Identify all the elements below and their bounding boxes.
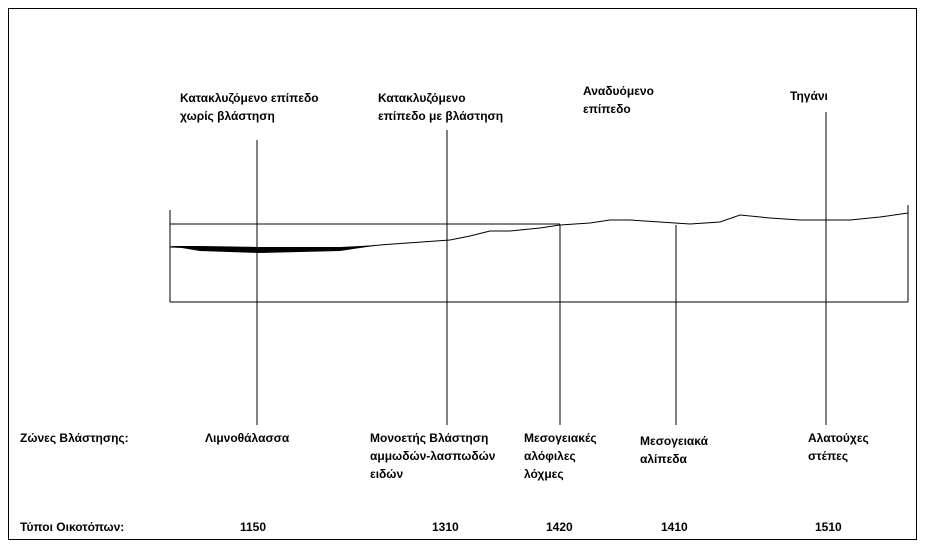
zone-label: Μεσογειακά αλίπεδα <box>640 434 709 466</box>
row-label: Τύποι Οικοτόπων: <box>20 520 124 534</box>
habitat-code: 1420 <box>546 520 573 534</box>
zone-label-line: αλόφιλες <box>524 449 576 463</box>
top-label-line: Αναδυόμενο <box>583 84 654 98</box>
top-label: Κατακλυζόμενο επίπεδο με βλάστηση <box>378 91 503 123</box>
top-label-line: χωρίς βλάστηση <box>180 109 275 123</box>
zone-label-line: Μονοετής Βλάστηση <box>370 431 488 445</box>
zone-label-line: Λιμνοθάλασσα <box>205 431 290 445</box>
top-label-line: Τηγάνι <box>790 89 828 103</box>
top-label-line: επίπεδο <box>583 102 631 116</box>
zone-label: Λιμνοθάλασσα <box>205 431 290 445</box>
top-label-line: Κατακλυζόμενο επίπεδο <box>180 91 319 105</box>
top-label: Κατακλυζόμενο επίπεδο χωρίς βλάστηση <box>180 91 319 123</box>
zone-label-line: Αλατούχες <box>808 431 869 445</box>
zone-label-line: αλίπεδα <box>640 452 688 466</box>
zone-label-line: Μεσογειακές <box>524 431 597 445</box>
zone-label: Μεσογειακές αλόφιλες λόχμες <box>524 431 597 481</box>
terrain-profile <box>169 212 909 251</box>
habitat-code: 1310 <box>432 520 459 534</box>
zone-label: Μονοετής Βλάστηση αμμωδών-λασπωδών ειδών <box>370 431 496 481</box>
zone-label: Αλατούχες στέπες <box>808 431 869 463</box>
zone-label-line: ειδών <box>370 467 403 481</box>
top-label-line: Κατακλυζόμενο <box>378 91 466 105</box>
row-label: Ζώνες Βλάστησης: <box>20 431 129 445</box>
habitat-code: 1510 <box>815 520 842 534</box>
habitat-code: 1150 <box>240 520 266 534</box>
frame <box>8 8 917 540</box>
zone-label-line: Μεσογειακά <box>640 434 709 448</box>
zone-label-line: στέπες <box>808 449 848 463</box>
lagoon-water <box>170 245 380 253</box>
zone-label-line: αμμωδών-λασπωδών <box>370 449 496 463</box>
top-label-line: επίπεδο με βλάστηση <box>378 109 503 123</box>
habitat-code: 1410 <box>661 520 688 534</box>
top-label: Τηγάνι <box>790 89 828 103</box>
zone-label-line: λόχμες <box>524 467 564 481</box>
top-label: Αναδυόμενο επίπεδο <box>583 84 654 116</box>
